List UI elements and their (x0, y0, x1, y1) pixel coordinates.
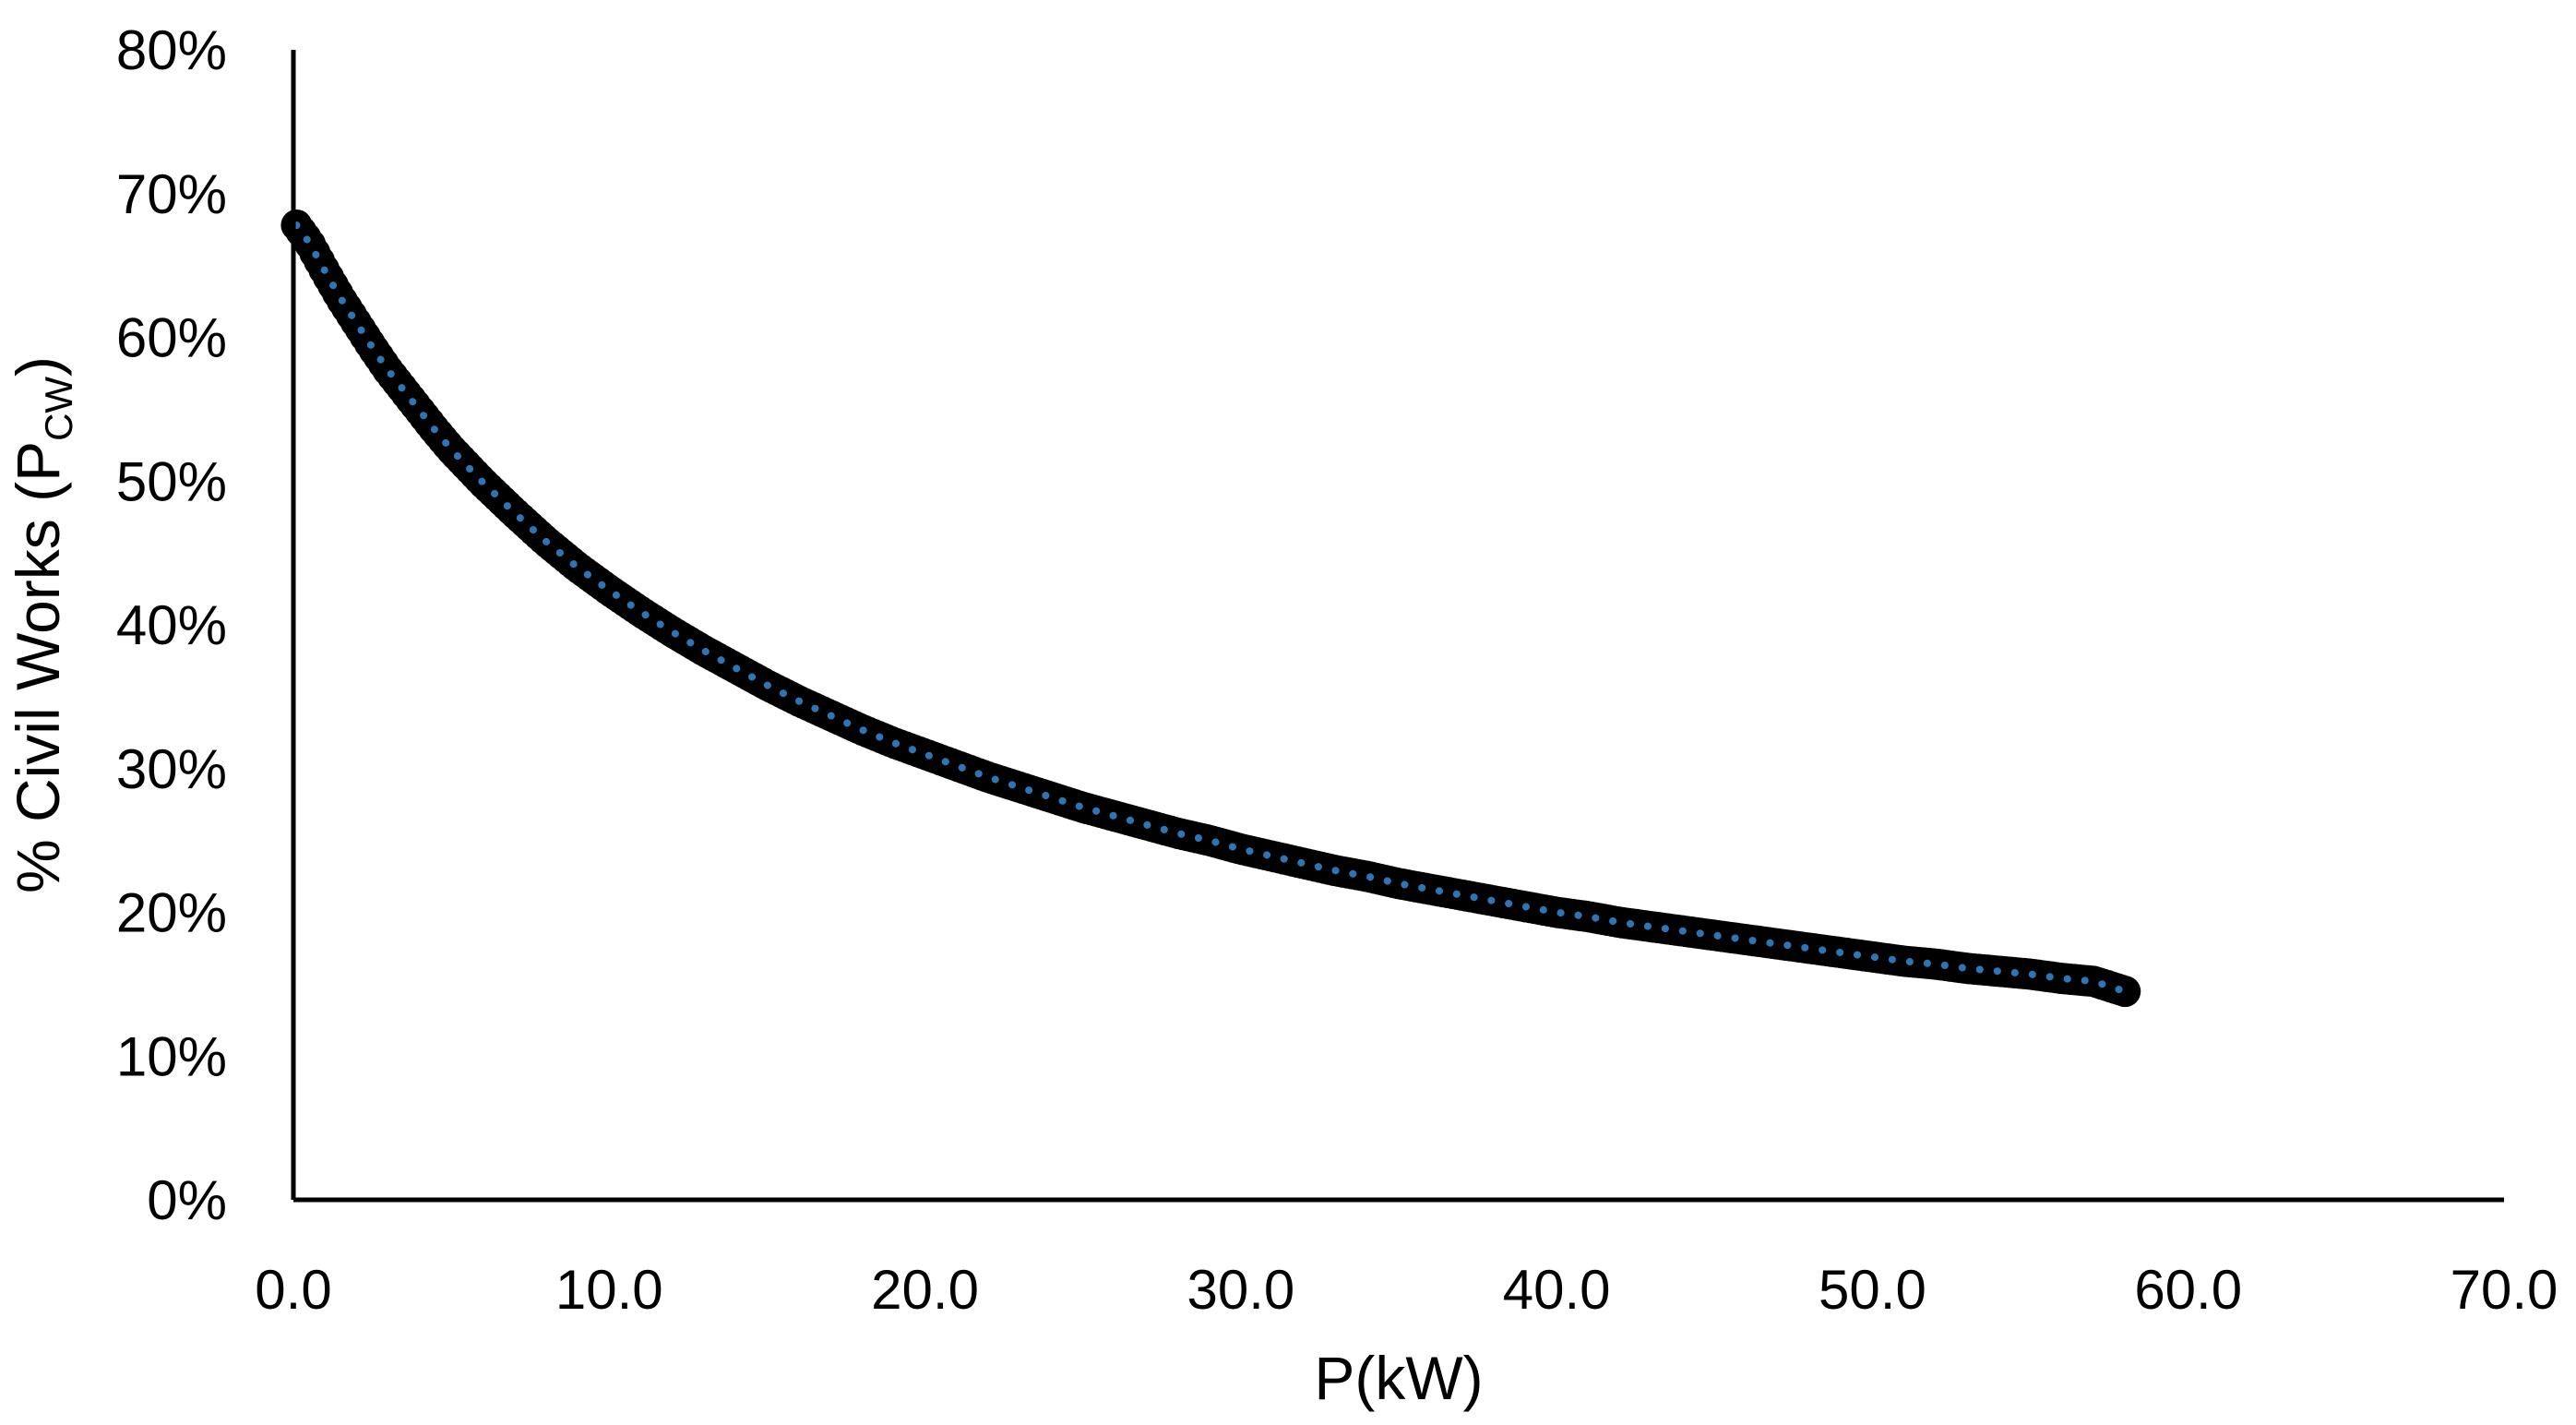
x-tick-labels: 0.0 10.0 20.0 30.0 40.0 50.0 60.0 70.0 (255, 1259, 2558, 1321)
data-point (2109, 976, 2141, 1008)
y-axis-title: % Civil Works (PCW) (4, 356, 80, 893)
y-tick-label: 30% (116, 738, 227, 800)
x-axis-title: P(kW) (1314, 1344, 1483, 1412)
y-tick-label: 10% (116, 1025, 227, 1087)
x-tick-label: 0.0 (255, 1259, 331, 1321)
y-axis-title-main: % Civil Works (P (4, 441, 72, 893)
y-tick-label: 50% (116, 450, 227, 512)
y-tick-label: 40% (116, 594, 227, 656)
x-tick-label: 40.0 (1503, 1259, 1611, 1321)
y-tick-labels: 0% 10% 20% 30% 40% 50% 60% 70% 80% (116, 19, 227, 1231)
y-tick-label: 70% (116, 163, 227, 225)
y-axis-title-close: ) (4, 356, 72, 377)
x-tick-label: 10.0 (555, 1259, 663, 1321)
y-tick-label: 20% (116, 882, 227, 944)
trendline (292, 222, 2129, 996)
x-tick-label: 20.0 (871, 1259, 979, 1321)
x-tick-label: 60.0 (2134, 1259, 2242, 1321)
x-tick-label: 50.0 (1819, 1259, 1926, 1321)
trendline-path (292, 222, 2129, 996)
y-axis-title-subscript: CW (37, 377, 80, 441)
y-tick-label: 0% (147, 1169, 227, 1231)
x-tick-label: 30.0 (1187, 1259, 1294, 1321)
x-tick-label: 70.0 (2451, 1259, 2558, 1321)
y-tick-label: 60% (116, 307, 227, 369)
y-tick-label: 80% (116, 19, 227, 81)
